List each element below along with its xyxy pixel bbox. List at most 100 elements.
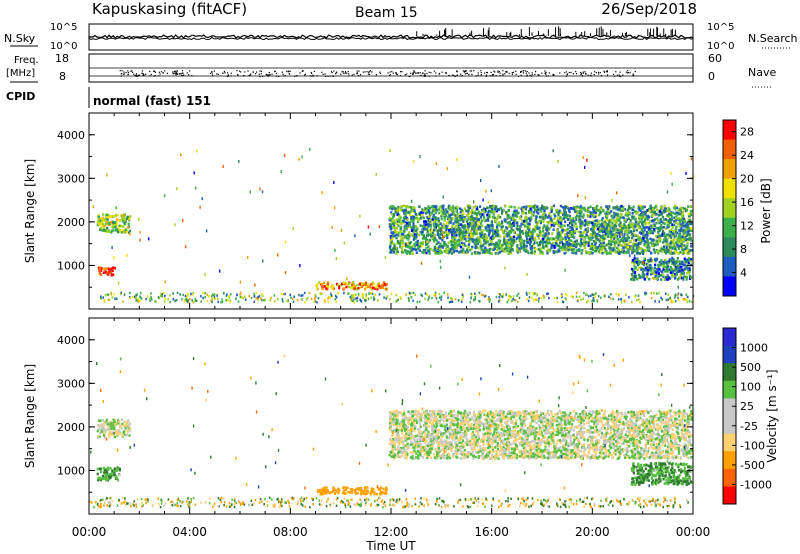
range-cell (662, 275, 665, 278)
range-cell (556, 243, 559, 246)
range-cell (653, 213, 657, 216)
range-cell (426, 293, 428, 296)
range-cell (508, 223, 511, 226)
range-cell (396, 230, 399, 234)
range-cell (562, 213, 565, 216)
range-cell (536, 233, 539, 236)
nave-dot (189, 70, 191, 72)
range-cell (598, 234, 601, 237)
nave-dot (445, 72, 447, 74)
range-cell (669, 265, 672, 269)
range-cell (665, 298, 668, 302)
range-cell (657, 252, 660, 255)
range-cell (599, 230, 602, 233)
range-cell (638, 266, 641, 270)
range-cell (517, 292, 520, 295)
range-cell (253, 292, 255, 296)
range-cell (531, 205, 534, 208)
range-cell (425, 251, 428, 255)
range-cell (516, 294, 518, 297)
nave-dot (477, 72, 479, 74)
range-cell (635, 212, 638, 215)
range-cell (518, 215, 521, 219)
range-cell (425, 228, 428, 231)
range-cell (115, 206, 117, 210)
range-cell (428, 296, 430, 299)
range-cell (687, 212, 690, 216)
nave-dot (525, 72, 527, 74)
range-cell (163, 194, 166, 198)
range-cell (614, 213, 617, 216)
range-cell (120, 231, 123, 234)
nave-dot (371, 71, 373, 73)
range-cell (488, 224, 491, 227)
range-cell (557, 213, 560, 217)
range-cell (358, 283, 361, 286)
range-cell (592, 230, 595, 234)
range-cell (360, 285, 363, 288)
range-cell (186, 296, 188, 299)
range-cell (390, 251, 393, 254)
range-cell (672, 242, 675, 245)
range-cell (607, 235, 610, 238)
range-cell (407, 245, 410, 248)
nave-dot (154, 74, 156, 77)
range-cell (154, 300, 156, 303)
range-cell (479, 205, 482, 208)
range-cell (681, 293, 683, 297)
range-cell (602, 246, 605, 250)
nave-dot (619, 75, 621, 77)
range-cell (338, 286, 341, 290)
range-cell (646, 209, 649, 212)
range-cell (666, 241, 669, 244)
range-cell (633, 268, 636, 271)
nave-dot (612, 73, 615, 75)
range-cell (647, 232, 650, 235)
range-cell (497, 244, 500, 247)
range-cell (667, 214, 670, 218)
range-cell (668, 276, 671, 279)
nave-dot (492, 75, 494, 77)
range-cell (417, 220, 420, 223)
range-cell (669, 230, 672, 234)
range-cell (117, 226, 120, 229)
range-cell (427, 229, 430, 232)
range-cell (610, 231, 613, 235)
range-cell (621, 207, 624, 211)
range-cell (669, 271, 672, 275)
range-cell (269, 299, 272, 302)
nave-dot (150, 73, 152, 76)
range-cell (684, 236, 687, 239)
range-cell (651, 231, 654, 235)
range-cell (607, 223, 610, 226)
range-cell (670, 236, 673, 239)
nave-dot (614, 75, 616, 77)
range-cell (466, 250, 469, 254)
range-cell (643, 277, 646, 281)
nave-dot (356, 70, 358, 72)
nave-dot (603, 71, 606, 73)
nave-dot (480, 74, 482, 76)
range-cell (419, 155, 421, 159)
nave-dot (294, 75, 296, 77)
range-cell (663, 218, 666, 221)
range-cell (506, 244, 510, 248)
range-cell (484, 294, 487, 298)
range-cell (683, 234, 686, 238)
range-cell (112, 215, 115, 218)
nave-dot (240, 71, 242, 73)
range-cell (389, 205, 392, 208)
range-cell (450, 229, 454, 232)
nave-dot (249, 74, 251, 76)
range-cell (419, 241, 422, 245)
range-cell (570, 221, 573, 225)
range-cell (635, 243, 638, 247)
range-cell (360, 282, 363, 286)
nave-dot (330, 71, 333, 73)
range-cell (587, 299, 589, 302)
range-cell (646, 270, 650, 274)
range-cell (210, 299, 212, 303)
nave-dot (336, 71, 338, 73)
range-cell (595, 292, 597, 295)
range-cell (680, 240, 683, 243)
